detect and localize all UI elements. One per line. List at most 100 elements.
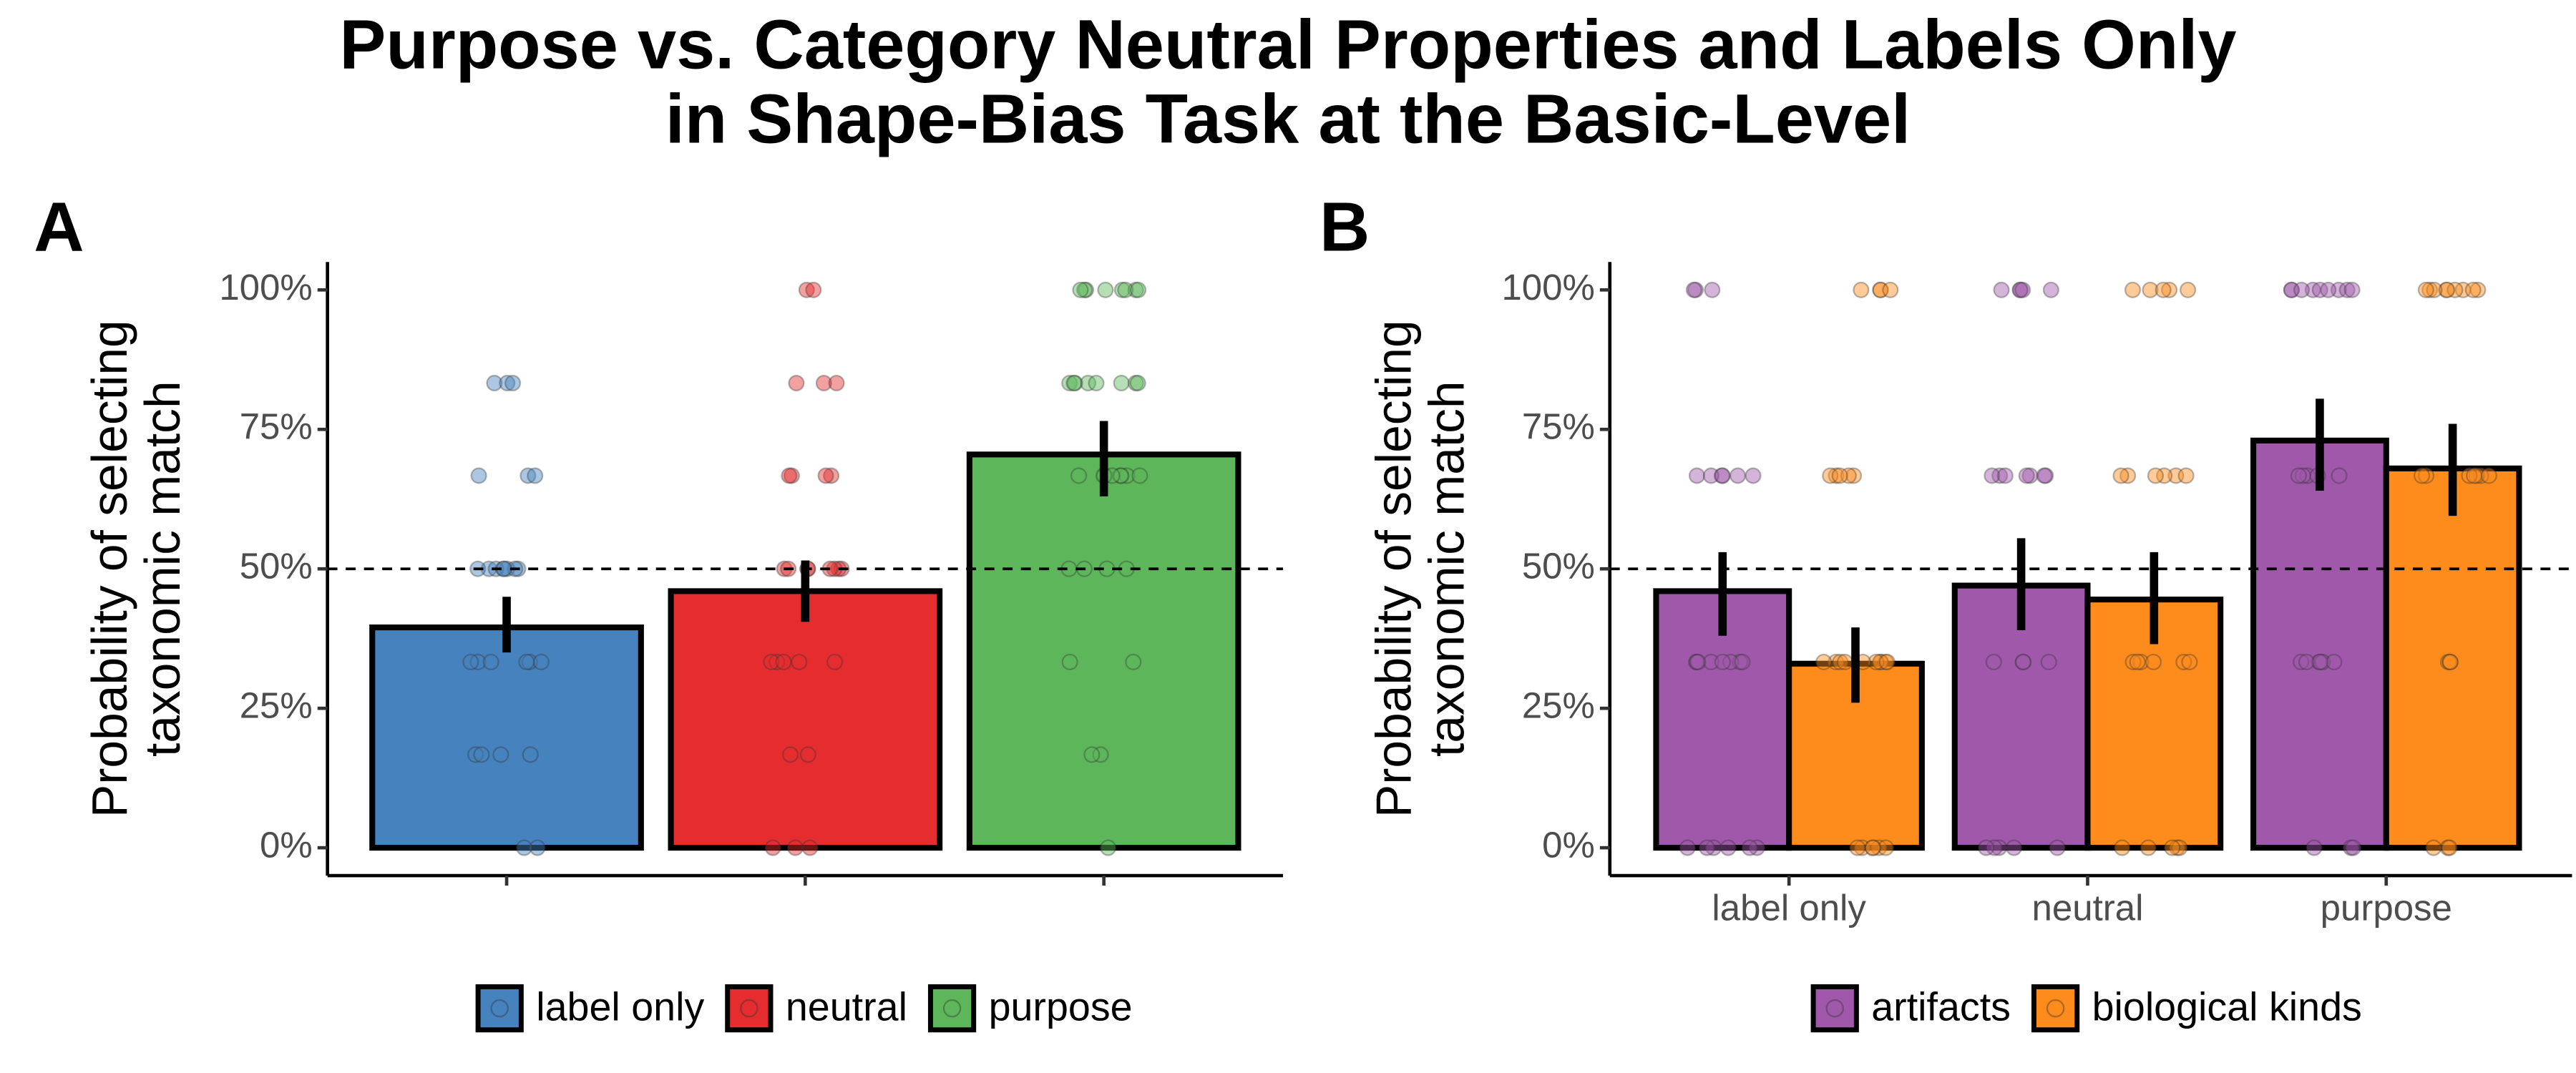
data-point bbox=[2312, 653, 2329, 671]
data-point bbox=[2129, 653, 2146, 671]
data-point bbox=[1129, 374, 1146, 392]
y-tick-label: 0% bbox=[260, 825, 313, 866]
data-point bbox=[2168, 839, 2186, 856]
data-point bbox=[1689, 653, 1707, 671]
y-axis-label: Probability of selecting bbox=[82, 320, 137, 818]
legend-key-point bbox=[942, 999, 962, 1018]
data-point bbox=[1845, 467, 1863, 484]
data-point bbox=[1705, 839, 1722, 856]
legend-label: artifacts bbox=[1871, 985, 2011, 1029]
data-point bbox=[763, 653, 780, 671]
data-point bbox=[1986, 839, 2003, 856]
data-point bbox=[1688, 653, 1705, 671]
data-point bbox=[2124, 653, 2142, 671]
data-point bbox=[2299, 467, 2316, 484]
legend-key bbox=[1810, 984, 1859, 1033]
data-point bbox=[1865, 839, 1882, 856]
data-point bbox=[815, 374, 832, 392]
data-point bbox=[2426, 281, 2443, 298]
data-point bbox=[2161, 281, 2178, 298]
data-point bbox=[1112, 467, 1129, 484]
data-point bbox=[1061, 374, 1078, 392]
data-point bbox=[1993, 281, 2010, 298]
data-point bbox=[1113, 374, 1130, 392]
data-point bbox=[1088, 374, 1105, 392]
data-point bbox=[2304, 281, 2321, 298]
data-point bbox=[2480, 467, 2497, 484]
legend-key-point bbox=[2046, 999, 2065, 1018]
data-point bbox=[499, 374, 516, 392]
data-point bbox=[2464, 281, 2482, 298]
data-point bbox=[2314, 653, 2331, 671]
data-point bbox=[2012, 281, 2029, 298]
data-point bbox=[532, 653, 550, 671]
legend-label: purpose bbox=[989, 985, 1133, 1029]
data-point bbox=[1714, 653, 1732, 671]
data-point bbox=[1872, 281, 1889, 298]
data-point bbox=[1745, 467, 1762, 484]
data-point bbox=[469, 653, 487, 671]
bar bbox=[2383, 465, 2522, 851]
data-point bbox=[775, 653, 792, 671]
title-line: Purpose vs. Category Neutral Properties … bbox=[339, 5, 2236, 83]
data-point bbox=[1097, 281, 1114, 298]
data-point bbox=[1984, 467, 2001, 484]
bar bbox=[2250, 437, 2389, 851]
data-point bbox=[1688, 467, 1706, 484]
data-point bbox=[2283, 281, 2301, 298]
data-point bbox=[1828, 467, 1845, 484]
data-point bbox=[515, 839, 533, 856]
data-point bbox=[2425, 839, 2442, 856]
data-point bbox=[2326, 653, 2343, 671]
data-point bbox=[1714, 467, 1731, 484]
y-tick-label: 25% bbox=[240, 685, 313, 726]
data-point bbox=[1991, 467, 2009, 484]
data-point bbox=[828, 374, 845, 392]
y-tick-label: 75% bbox=[240, 406, 313, 447]
data-point bbox=[2037, 467, 2054, 484]
data-point bbox=[1978, 839, 1995, 856]
data-point bbox=[826, 653, 844, 671]
x-tick-label: neutral bbox=[2031, 887, 2143, 928]
data-point bbox=[1702, 467, 1719, 484]
data-point bbox=[2142, 281, 2159, 298]
data-point bbox=[2439, 653, 2457, 671]
data-point bbox=[1679, 839, 1696, 856]
data-point bbox=[1722, 653, 1740, 671]
data-point bbox=[1713, 467, 1731, 484]
y-axis-label: taxonomic match bbox=[135, 381, 190, 757]
data-point bbox=[2014, 653, 2031, 671]
data-point bbox=[2112, 467, 2129, 484]
data-point bbox=[486, 374, 503, 392]
data-point bbox=[2441, 653, 2459, 671]
data-point bbox=[805, 281, 822, 298]
data-point bbox=[764, 839, 781, 856]
data-point bbox=[1083, 746, 1101, 763]
data-point bbox=[1125, 653, 1142, 671]
data-point bbox=[1849, 839, 1866, 856]
data-point bbox=[482, 653, 499, 671]
y-axis-label: Probability of selecting bbox=[1365, 320, 1421, 818]
data-point bbox=[1836, 653, 1853, 671]
data-point bbox=[1117, 281, 1134, 298]
data-point bbox=[1872, 653, 1889, 671]
data-point bbox=[1131, 467, 1148, 484]
data-point bbox=[2311, 653, 2328, 671]
data-point bbox=[1077, 281, 1095, 298]
legend-key bbox=[725, 984, 774, 1033]
data-point bbox=[2018, 467, 2035, 484]
data-point bbox=[1748, 839, 1765, 856]
data-point bbox=[2014, 653, 2032, 671]
data-point bbox=[801, 839, 819, 856]
data-point bbox=[529, 839, 546, 856]
data-point bbox=[2454, 281, 2472, 298]
data-point bbox=[527, 467, 544, 484]
data-point bbox=[1815, 653, 1833, 671]
y-tick-label: 0% bbox=[1542, 825, 1595, 866]
data-point bbox=[2156, 467, 2173, 484]
data-point bbox=[2344, 839, 2362, 856]
data-point bbox=[1685, 281, 1702, 298]
panel-letter: B bbox=[1319, 187, 1370, 265]
